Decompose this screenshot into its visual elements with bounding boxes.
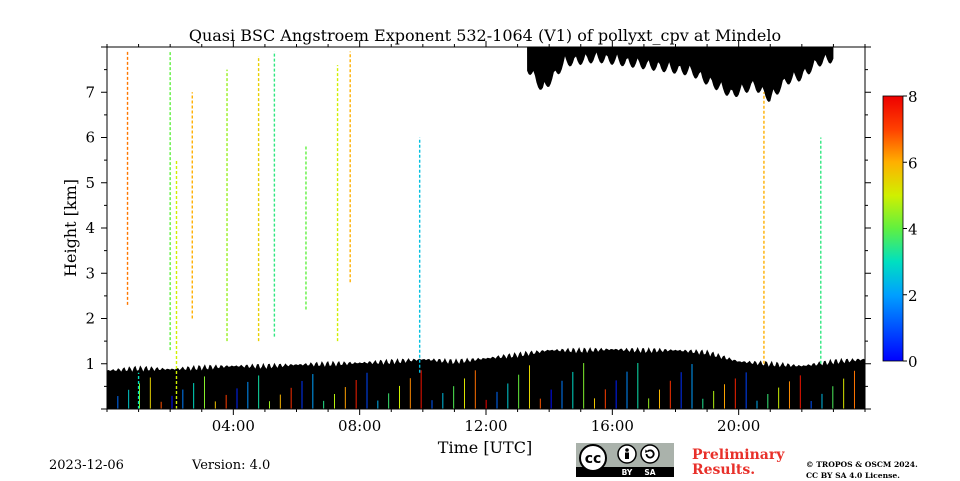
- colorbar-tick-label: 4: [908, 221, 918, 239]
- y-axis: 1 2 3 4 5 6 7: [85, 46, 871, 410]
- copyright-note: © TROPOS & OSCM 2024. CC BY SA 4.0 Licen…: [806, 459, 918, 481]
- sa-icon: [640, 444, 660, 464]
- cc-license-badge: cc BY SA: [576, 443, 674, 477]
- x-tick-label: 20:00: [717, 417, 760, 435]
- y-tick-label: 5: [85, 174, 95, 192]
- copyright-line-2: CC BY SA 4.0 License.: [806, 471, 900, 480]
- colorbar-tick-label: 6: [908, 154, 918, 172]
- colorbar-tick-label: 0: [908, 353, 918, 371]
- data-layer: [107, 47, 865, 409]
- x-tick-label: 08:00: [338, 417, 381, 435]
- preliminary-line-1: Preliminary: [692, 447, 785, 463]
- y-tick-label: 4: [85, 219, 95, 237]
- chart-title: Quasi BSC Angstroem Exponent 532-1064 (V…: [189, 26, 781, 45]
- x-tick-label: 04:00: [212, 417, 255, 435]
- cc-icon: cc: [585, 451, 602, 467]
- colorbar-tick-label: 8: [908, 88, 918, 106]
- y-axis-label: Height [km]: [61, 179, 80, 277]
- x-tick-label: 16:00: [591, 417, 634, 435]
- preliminary-line-2: Results.: [692, 462, 756, 478]
- y-tick-label: 7: [85, 83, 95, 101]
- y-tick-label: 1: [85, 355, 95, 373]
- colorbar: [882, 95, 904, 362]
- x-axis: 04:00 08:00 12:00 16:00 20:00: [106, 41, 866, 435]
- by-label: BY: [622, 468, 633, 477]
- x-tick-label: 12:00: [464, 417, 507, 435]
- copyright-line-1: © TROPOS & OSCM 2024.: [806, 460, 918, 469]
- y-tick-label: 6: [85, 129, 95, 147]
- upper-cloud-fill: [527, 47, 834, 102]
- colorbar-tick-label: 2: [908, 287, 918, 305]
- plot-area: [107, 47, 865, 409]
- y-tick-label: 3: [85, 264, 95, 282]
- version-label: Version: 4.0: [192, 458, 271, 473]
- sa-label: SA: [644, 468, 655, 477]
- colorbar-ticks: 0 2 4 6 8: [903, 88, 918, 371]
- x-axis-label: Time [UTC]: [438, 438, 532, 457]
- preliminary-results-note: Preliminary Results.: [692, 448, 784, 478]
- y-tick-label: 2: [85, 310, 95, 328]
- boundary-layer-fill: [107, 347, 865, 409]
- measurement-date: 2023-12-06: [49, 458, 124, 473]
